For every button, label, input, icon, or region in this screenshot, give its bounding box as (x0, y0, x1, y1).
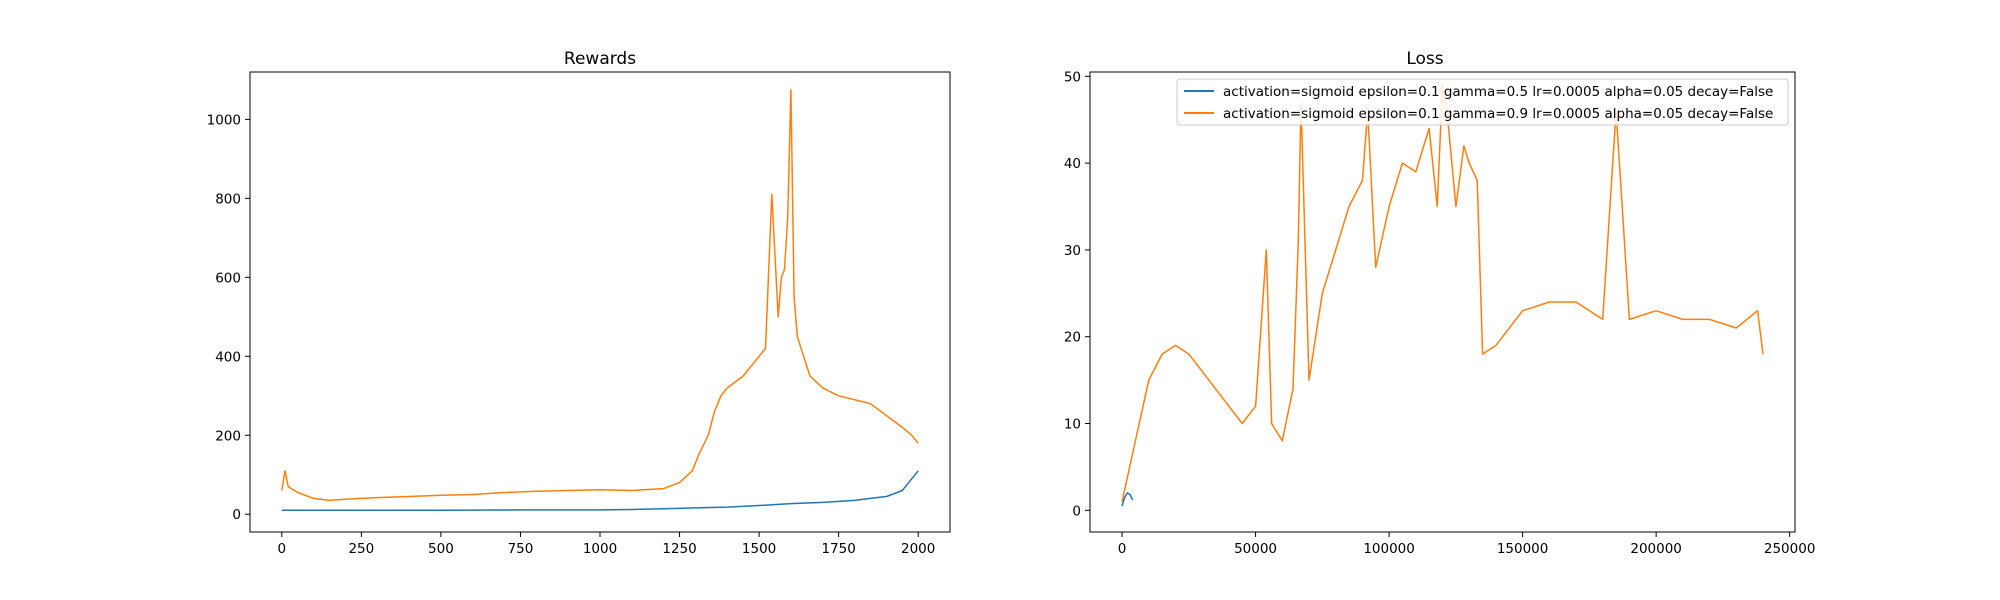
loss-ticks-layer: 0 50000 100000 150000 200000 250000 0 10 20 30 40 5… (1064, 69, 1816, 557)
rewards-x-tick-label: 250 (348, 541, 374, 557)
loss-y-tick-label: 10 (1064, 417, 1081, 433)
rewards-series-0-line (281, 470, 919, 512)
loss-y-tick-label: 30 (1064, 243, 1081, 259)
loss-x-tick-label: 50000 (1234, 541, 1277, 557)
rewards-panel: Rewards 0 250 500 750 1000 1250 1500 1750 2000 0 2… (207, 49, 951, 557)
rewards-plot-frame (249, 71, 951, 533)
rewards-y-tick-label: 1000 (207, 112, 241, 128)
loss-series-layer (1121, 84, 1764, 507)
rewards-y-tick-label: 400 (215, 349, 241, 365)
loss-series-1-line (1121, 84, 1764, 502)
rewards-ticks-layer: 0 250 500 750 1000 1250 1500 1750 2000 0 200 400 600… (207, 112, 936, 557)
rewards-y-tick-label: 0 (232, 507, 241, 523)
rewards-x-tick-label: 1750 (821, 541, 855, 557)
rewards-x-tick-label: 1250 (662, 541, 696, 557)
rewards-y-tick-label: 600 (215, 270, 241, 286)
rewards-x-tick-label: 0 (278, 541, 287, 557)
loss-y-tick-label: 20 (1064, 330, 1081, 346)
rewards-x-tick-label: 1500 (742, 541, 776, 557)
rewards-x-tick-label: 2000 (901, 541, 935, 557)
loss-x-tick-label: 200000 (1630, 541, 1682, 557)
rewards-y-tick-label: 800 (215, 191, 241, 207)
loss-series-0-line (1121, 492, 1134, 507)
rewards-x-tick-label: 1000 (583, 541, 617, 557)
rewards-title: Rewards (564, 49, 636, 69)
loss-panel: Loss 0 50000 100000 150000 200000 250000 0 10 20… (1064, 49, 1816, 557)
legend-entry-0: activation=sigmoid epsilon=0.1 gamma=0.5… (1223, 84, 1773, 100)
rewards-series-layer (281, 89, 919, 512)
rewards-x-tick-label: 750 (508, 541, 534, 557)
legend-entry-1: activation=sigmoid epsilon=0.1 gamma=0.9… (1223, 106, 1773, 122)
loss-y-tick-label: 40 (1064, 156, 1081, 172)
loss-x-tick-label: 0 (1118, 541, 1127, 557)
loss-legend: activation=sigmoid epsilon=0.1 gamma=0.5… (1176, 78, 1789, 126)
rewards-y-tick-label: 200 (215, 428, 241, 444)
loss-y-tick-label: 50 (1064, 69, 1081, 85)
rewards-series-1-line (281, 89, 919, 502)
loss-x-tick-label: 150000 (1497, 541, 1549, 557)
rewards-x-tick-label: 500 (428, 541, 454, 557)
loss-x-tick-label: 250000 (1764, 541, 1816, 557)
loss-plot-frame (1089, 71, 1796, 533)
loss-title: Loss (1406, 49, 1443, 69)
loss-x-tick-label: 100000 (1363, 541, 1415, 557)
loss-y-tick-label: 0 (1072, 503, 1081, 519)
legend-box (1176, 78, 1789, 126)
